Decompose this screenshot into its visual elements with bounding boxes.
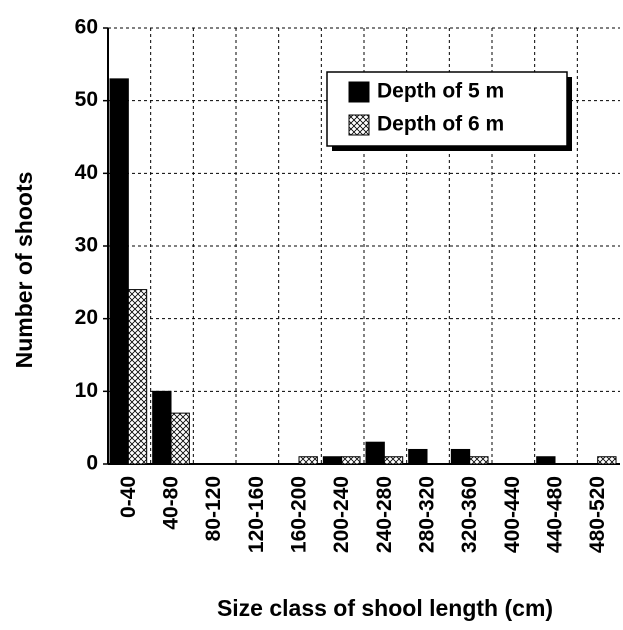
y-tick-label: 0 [86, 452, 98, 475]
bar [408, 448, 428, 465]
x-tick-label: 0-40 [117, 476, 140, 518]
legend-label: Depth of 5 m [377, 80, 504, 103]
x-tick-label: 200-240 [330, 476, 353, 553]
x-tick-label: 80-120 [202, 476, 225, 541]
y-tick-label: 20 [75, 306, 98, 329]
legend-label: Depth of 6 m [377, 113, 504, 136]
x-tick-label: 320-360 [458, 476, 481, 553]
legend-swatch [348, 81, 370, 103]
bar [536, 456, 556, 465]
bar [365, 441, 385, 465]
bar [597, 456, 617, 465]
x-tick-label: 40-80 [160, 476, 183, 530]
y-tick-label: 40 [75, 161, 98, 184]
x-tick-label: 120-160 [245, 476, 268, 553]
bar [298, 456, 318, 465]
x-tick-label: 240-280 [373, 476, 396, 553]
bar [152, 390, 172, 465]
y-axis-title: Number of shoots [11, 172, 37, 369]
x-tick-label: 400-440 [501, 476, 524, 553]
bar [322, 456, 343, 465]
y-tick-label: 10 [75, 379, 98, 402]
bar [450, 448, 471, 465]
bar [127, 289, 148, 465]
legend-swatch [348, 114, 370, 136]
y-tick-label: 50 [75, 88, 98, 111]
x-tick-label: 440-480 [544, 476, 567, 553]
x-axis-title: Size class of shool length (cm) [217, 595, 553, 621]
y-tick-label: 60 [75, 16, 98, 39]
bar [469, 456, 489, 465]
x-tick-label: 280-320 [416, 476, 439, 553]
x-tick-label: 480-520 [586, 476, 609, 553]
bar [383, 456, 404, 465]
bar [109, 78, 129, 465]
y-tick-label: 30 [75, 234, 98, 257]
bar [341, 456, 361, 465]
bar [170, 412, 190, 465]
x-tick-label: 160-200 [288, 476, 311, 553]
